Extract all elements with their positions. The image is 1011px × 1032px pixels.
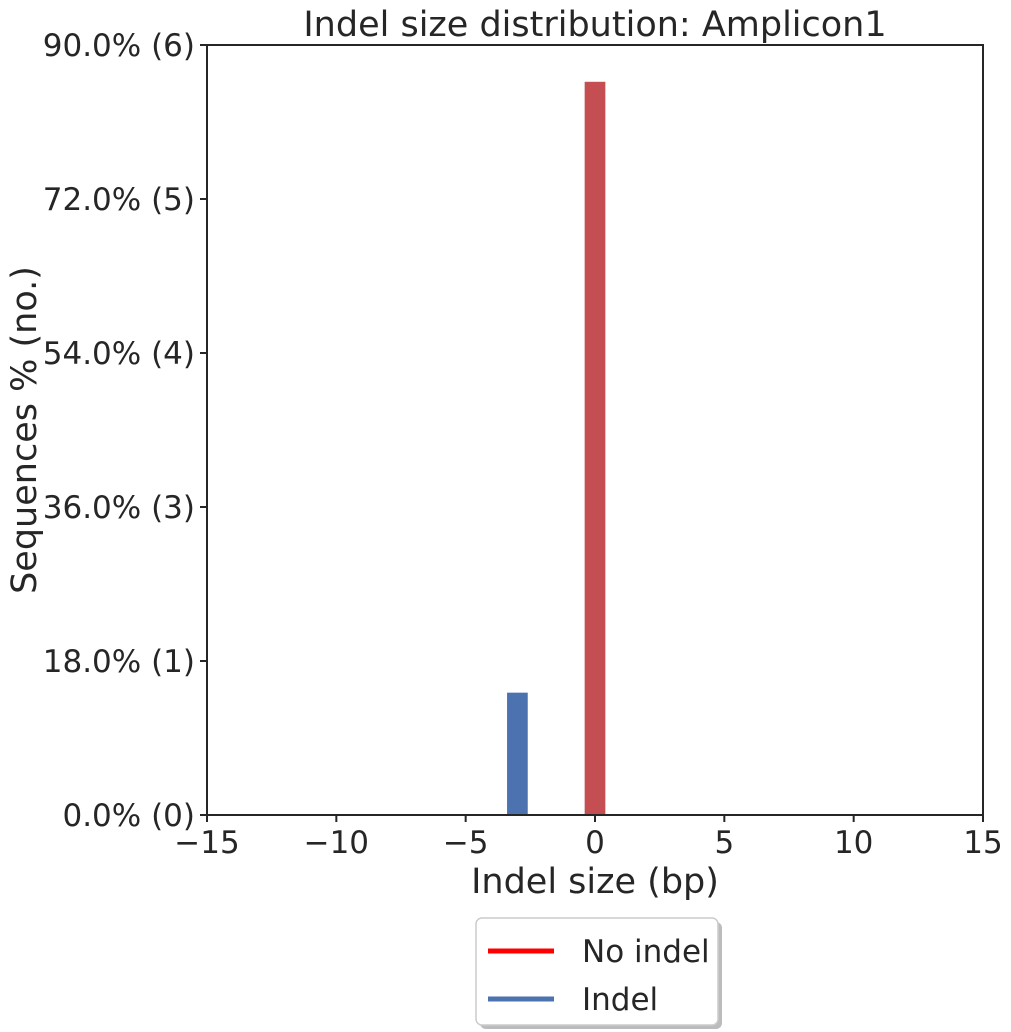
bars-layer (507, 81, 606, 816)
y-tick-label: 0.0% (0) (62, 798, 195, 834)
legend: No indel Indel (475, 917, 722, 1029)
x-axis-title: Indel size (bp) (471, 862, 719, 902)
chart-title: Indel size distribution: Amplicon1 (303, 5, 886, 45)
axis-layer: −15 −10 −5 0 5 10 15 0.0% (0) 18.0% (1) 36.0% (3)… (43, 28, 1003, 861)
x-tick-label: 0 (585, 825, 605, 861)
y-tick-label: 54.0% (4) (43, 336, 195, 372)
y-tick-label: 36.0% (3) (43, 490, 195, 526)
x-tick-label: 10 (834, 825, 873, 861)
bar-no-indel-0 (584, 81, 606, 816)
x-tick-label: −5 (443, 825, 489, 861)
bar-indel-0 (507, 692, 528, 815)
y-tick-label: 90.0% (6) (43, 28, 195, 64)
x-tick-label: 5 (714, 825, 734, 861)
x-tick-label: 15 (963, 825, 1002, 861)
x-tick-label: −15 (174, 825, 239, 861)
legend-label-no-indel: No indel (582, 934, 710, 970)
x-tick-label: −10 (304, 825, 369, 861)
y-axis-title: Sequences % (no.) (5, 266, 45, 594)
y-tick-label: 72.0% (5) (43, 182, 195, 218)
legend-label-indel: Indel (582, 982, 658, 1018)
y-tick-label: 18.0% (1) (43, 644, 195, 680)
